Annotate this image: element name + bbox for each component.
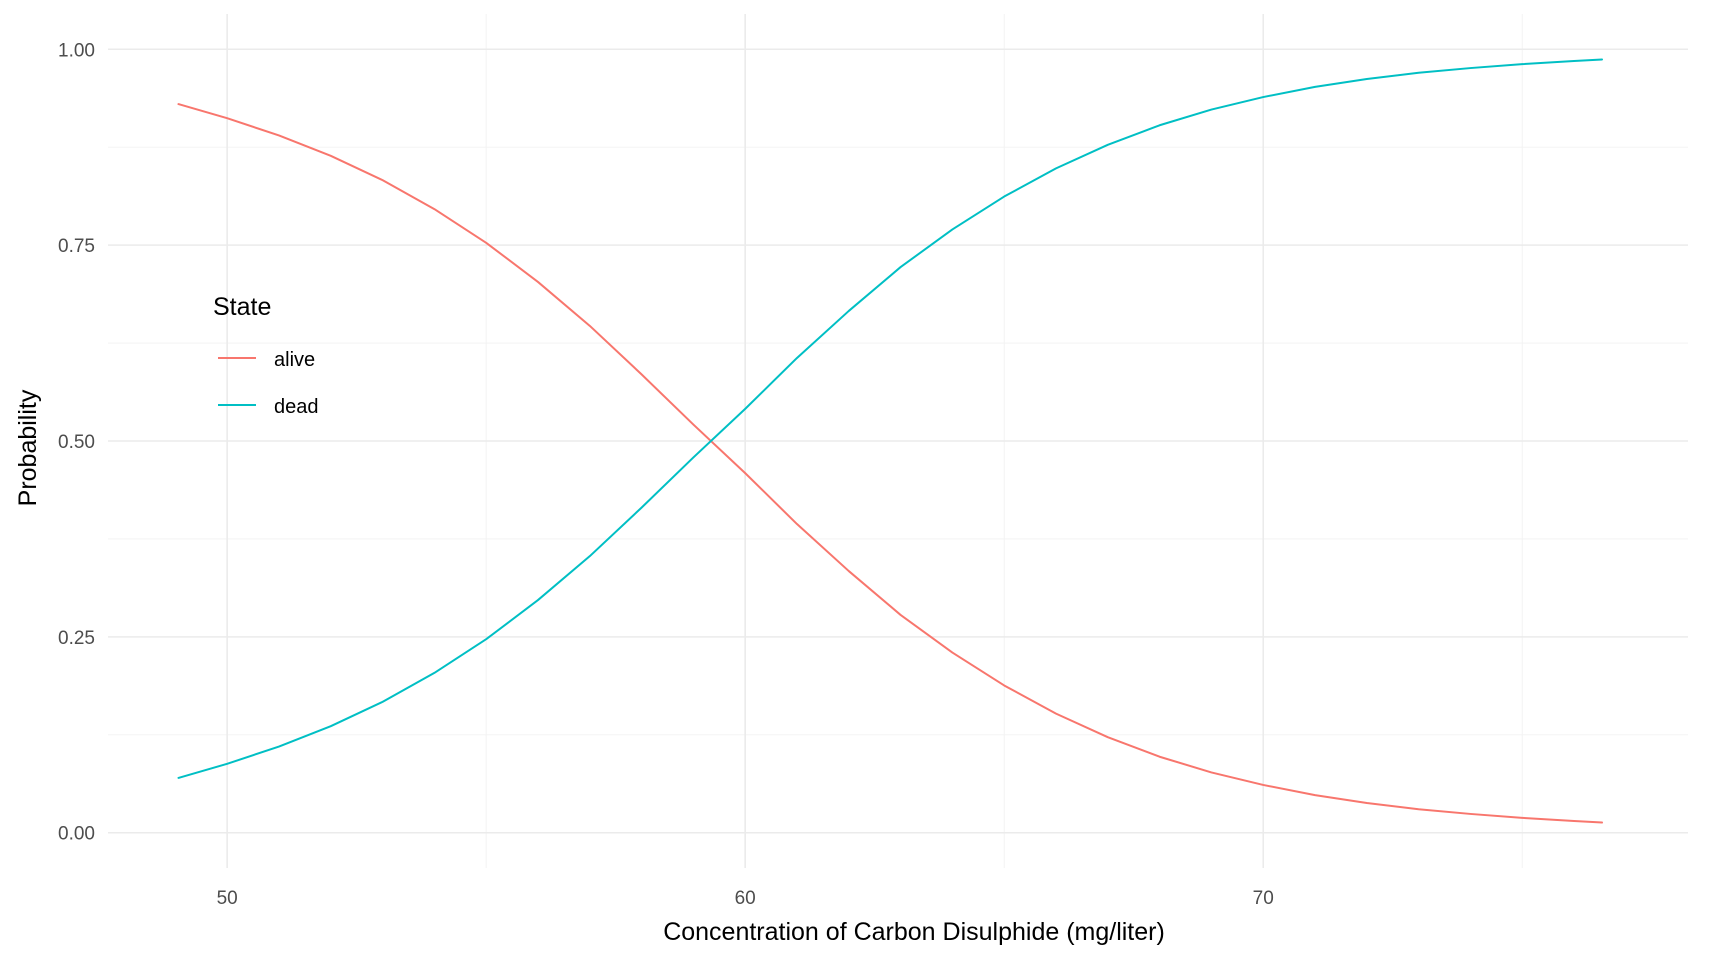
x-tick-label: 60 [735,888,756,909]
y-axis-tick-labels: 0.00 0.25 0.50 0.75 1.00 [58,40,95,844]
legend-label-dead: dead [274,396,319,418]
y-tick-label: 0.50 [58,432,95,453]
x-axis-title: Concentration of Carbon Disulphide (mg/l… [663,918,1165,946]
legend-label-alive: alive [274,349,315,371]
x-axis-tick-labels: 50 60 70 [217,888,1274,909]
x-tick-label: 50 [217,888,238,909]
y-tick-label: 1.00 [58,40,95,61]
series-line-dead [177,58,1604,779]
legend-title: State [213,293,271,321]
y-axis-title: Probability [14,389,42,506]
y-tick-label: 0.00 [58,824,95,845]
minor-gridlines [108,14,1688,868]
y-tick-label: 0.25 [58,628,95,649]
x-tick-label: 70 [1253,888,1274,909]
series-line-alive [177,103,1604,824]
y-tick-label: 0.75 [58,236,95,257]
series-lines [177,58,1604,824]
legend: State alive dead [213,293,319,418]
major-gridlines [108,14,1688,868]
